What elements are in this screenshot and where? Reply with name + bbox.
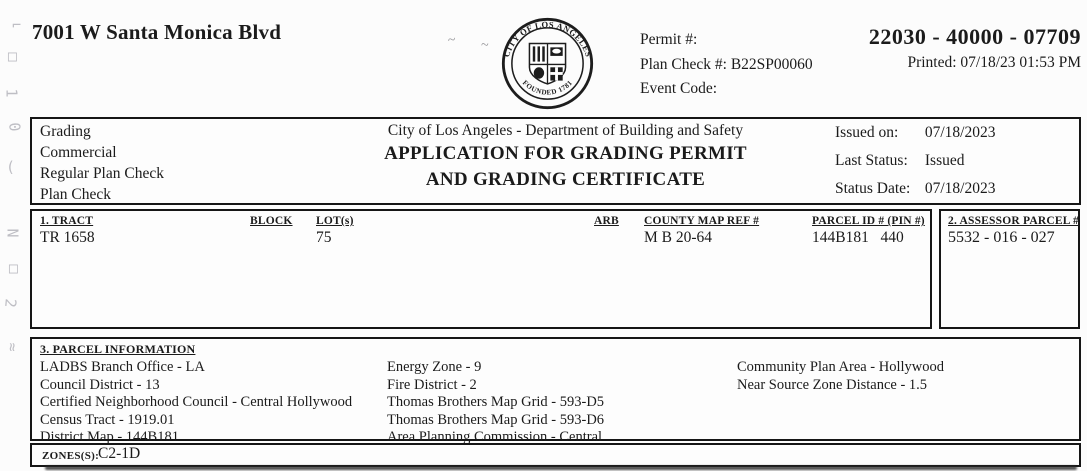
scan-artifact: □	[4, 52, 23, 62]
pen-mark: ~	[480, 37, 490, 54]
scan-artifact: (	[6, 158, 16, 176]
scan-artifact: 2	[1, 297, 20, 309]
scan-artifact: 1	[2, 88, 21, 98]
title-box: Grading Commercial Regular Plan Check Pl…	[30, 117, 1081, 205]
parcel-info-item: District Map - 144B181	[40, 429, 179, 445]
document-title-line1: APPLICATION FOR GRADING PERMIT	[384, 143, 747, 164]
parcel-info-column-2: Energy Zone - 9 Fire District - 2 Thomas…	[387, 359, 604, 447]
tract-header: 1. TRACT	[40, 215, 94, 227]
permit-reference-block: Permit #: Plan Check #: B22SP00060 Event…	[640, 28, 813, 102]
parcel-id-value: 144B181 440	[812, 229, 904, 246]
status-row: Status Date: 07/18/2023	[835, 180, 996, 208]
permit-type-item: Grading	[40, 123, 91, 140]
document-title-block: City of Los Angeles - Department of Buil…	[32, 119, 1079, 191]
department-line: City of Los Angeles - Department of Buil…	[387, 122, 744, 139]
assessor-parcel-box: 2. ASSESSOR PARCEL # 5532 - 016 - 027	[939, 209, 1080, 329]
printed-timestamp: Printed: 07/18/23 01:53 PM	[907, 54, 1081, 71]
parcel-info-item: Thomas Brothers Map Grid - 593-D6	[387, 411, 605, 428]
parcel-info-column-3: Community Plan Area - Hollywood Near Sou…	[737, 359, 944, 394]
parcel-info-item: Community Plan Area - Hollywood	[737, 359, 945, 375]
status-block: Issued on: 07/18/2023 Last Status: Issue…	[835, 124, 996, 208]
parcel-information-box: 3. PARCEL INFORMATION LADBS Branch Offic…	[30, 337, 1081, 445]
status-date-value: 07/18/2023	[924, 180, 996, 197]
parcel-info-item: Certified Neighborhood Council - Central…	[40, 394, 353, 410]
parcel-info-column-1: LADBS Branch Office - LA Council Distric…	[40, 359, 352, 447]
assessor-parcel-value: 5532 - 016 - 027	[948, 229, 1055, 246]
plan-check-number: Plan Check #: B22SP00060	[640, 55, 813, 73]
parcel-info-item: LADBS Branch Office - LA	[40, 359, 205, 375]
permit-type-item: Regular Plan Check	[40, 165, 164, 182]
scan-artifact: □	[5, 264, 24, 274]
parcel-info-item: Near Source Zone Distance - 1.5	[737, 376, 928, 393]
scan-artifact: 0	[5, 121, 24, 133]
scan-artifact: N	[3, 228, 22, 238]
scan-artifact: ≈	[3, 342, 22, 352]
zones-box: ZONES(S): C2-1D	[30, 443, 1081, 467]
issued-on-label: Issued on:	[835, 124, 899, 141]
status-row: Last Status: Issued	[835, 152, 996, 180]
parcel-information-heading: 3. PARCEL INFORMATION	[40, 342, 196, 356]
pen-mark: ~	[446, 32, 457, 49]
county-map-header: COUNTY MAP REF #	[644, 215, 760, 227]
zones-label: ZONES(S):	[42, 450, 100, 462]
event-code-label: Event Code:	[640, 80, 718, 97]
permit-type-item: Plan Check	[40, 186, 112, 203]
permit-type-item: Commercial	[40, 144, 117, 161]
parcel-info-item: Fire District - 2	[387, 376, 477, 393]
parcel-info-item: Council District - 13	[40, 376, 160, 393]
assessor-parcel-header: 2. ASSESSOR PARCEL #	[948, 215, 1079, 227]
scan-artifact: ⌐	[12, 16, 22, 34]
tract-box: 1. TRACT BLOCK LOT(s) ARB COUNTY MAP REF…	[30, 209, 932, 329]
zones-value: C2-1D	[98, 445, 141, 462]
issued-on-value: 07/18/2023	[924, 124, 996, 141]
parcel-info-item: Energy Zone - 9	[387, 359, 482, 375]
tract-value: TR 1658	[40, 229, 95, 246]
site-address: 7001 W Santa Monica Blvd	[32, 20, 282, 44]
permit-type-list: Grading Commercial Regular Plan Check Pl…	[40, 121, 164, 205]
permit-number-value: 22030 - 40000 - 07709	[868, 24, 1081, 49]
lot-value: 75	[316, 229, 332, 246]
arb-header: ARB	[594, 215, 619, 227]
city-of-los-angeles-seal-icon: CITY OF LOS ANGELES FOUNDED 1781	[501, 17, 593, 110]
parcel-id-header: PARCEL ID # (PIN #)	[812, 215, 925, 227]
parcel-info-item: Area Planning Commission - Central	[387, 429, 603, 445]
status-date-label: Status Date:	[835, 180, 911, 197]
status-row: Issued on: 07/18/2023	[835, 124, 996, 152]
permit-number-label: Permit #:	[640, 31, 698, 48]
parcel-info-item: Thomas Brothers Map Grid - 593-D5	[387, 394, 605, 410]
county-map-value: M B 20-64	[644, 229, 713, 246]
last-status-label: Last Status:	[835, 152, 908, 169]
lot-header: LOT(s)	[316, 215, 354, 227]
block-header: BLOCK	[250, 215, 293, 227]
document-title-line2: AND GRADING CERTIFICATE	[425, 169, 706, 190]
parcel-info-item: Census Tract - 1919.01	[40, 411, 175, 428]
last-status-value: Issued	[924, 152, 965, 169]
scan-edge-smudge	[45, 466, 1077, 470]
